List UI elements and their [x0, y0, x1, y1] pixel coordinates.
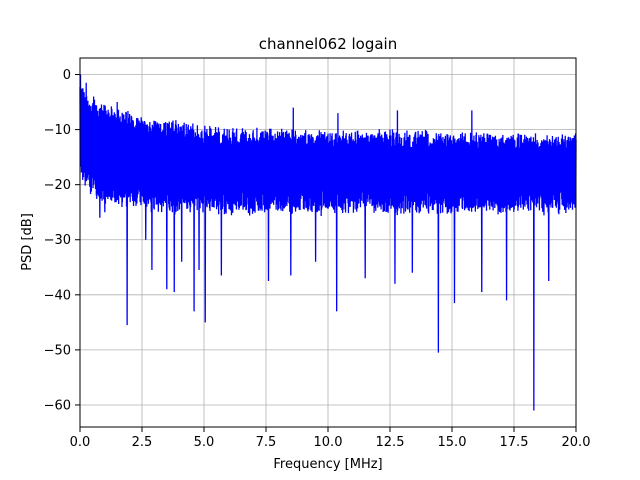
x-tick-label: 2.5 [132, 435, 153, 450]
psd-line [79, 74, 577, 411]
y-tick-label: 0 [63, 68, 71, 83]
x-tick-label: 20.0 [562, 435, 591, 450]
y-axis-label: PSD [dB] [20, 213, 35, 271]
y-tick-label: −60 [44, 398, 71, 413]
x-tick-label: 15.0 [438, 435, 467, 450]
y-tick-label: −30 [44, 233, 71, 248]
x-tick-label: 0.0 [70, 435, 91, 450]
x-tick-label: 5.0 [194, 435, 215, 450]
y-tick-label: −10 [44, 123, 71, 138]
x-tick-label: 7.5 [256, 435, 277, 450]
x-tick-label: 10.0 [314, 435, 343, 450]
y-tick-label: −40 [44, 288, 71, 303]
y-tick-label: −50 [44, 343, 71, 358]
x-tick-label: 17.5 [500, 435, 529, 450]
x-tick-label: 12.5 [376, 435, 405, 450]
y-axis-ticks: 0 −10 −20 −30 −40 −50 −60 [44, 68, 80, 413]
chart-title: channel062 logain [259, 35, 398, 53]
x-axis-ticks: 0.0 2.5 5.0 7.5 10.0 12.5 15.0 17.5 20.0 [70, 427, 591, 450]
y-tick-label: −20 [44, 178, 71, 193]
series-psd [79, 74, 577, 411]
x-axis-label: Frequency [MHz] [273, 457, 382, 472]
